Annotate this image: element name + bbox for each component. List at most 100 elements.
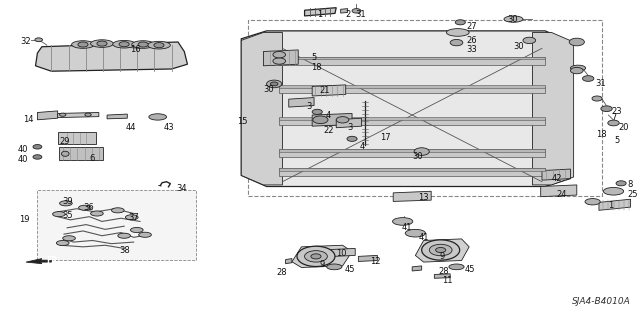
- Ellipse shape: [63, 236, 76, 241]
- Ellipse shape: [504, 16, 523, 22]
- Circle shape: [273, 51, 285, 58]
- Ellipse shape: [327, 264, 342, 270]
- Polygon shape: [599, 199, 630, 210]
- Text: 9: 9: [440, 252, 445, 261]
- Circle shape: [601, 106, 612, 112]
- Polygon shape: [241, 31, 570, 187]
- Text: 42: 42: [552, 174, 562, 183]
- Circle shape: [347, 136, 357, 141]
- Text: 2: 2: [346, 11, 351, 19]
- Ellipse shape: [60, 201, 72, 206]
- Text: 5: 5: [615, 136, 620, 145]
- Bar: [59, 147, 103, 160]
- Circle shape: [592, 96, 602, 101]
- Ellipse shape: [61, 151, 69, 156]
- Polygon shape: [35, 42, 188, 71]
- Bar: [279, 57, 545, 65]
- Text: 30: 30: [264, 85, 274, 94]
- Polygon shape: [26, 259, 51, 264]
- Text: 31: 31: [355, 11, 366, 19]
- Text: 40: 40: [17, 155, 28, 164]
- Circle shape: [60, 113, 66, 116]
- Polygon shape: [415, 239, 469, 262]
- Polygon shape: [532, 33, 573, 185]
- Bar: [279, 168, 545, 176]
- Circle shape: [138, 42, 148, 47]
- Text: 29: 29: [60, 137, 70, 145]
- Text: 24: 24: [557, 190, 567, 199]
- Polygon shape: [319, 249, 355, 257]
- Text: 1: 1: [317, 11, 323, 19]
- Bar: [279, 86, 545, 93]
- Circle shape: [429, 244, 452, 256]
- Circle shape: [582, 76, 594, 81]
- Circle shape: [352, 9, 361, 13]
- Circle shape: [78, 42, 88, 47]
- Ellipse shape: [149, 114, 166, 120]
- Polygon shape: [435, 274, 450, 278]
- Text: 30: 30: [507, 15, 518, 24]
- Circle shape: [313, 116, 328, 123]
- Text: 14: 14: [23, 115, 34, 124]
- Text: 7: 7: [612, 113, 617, 122]
- Ellipse shape: [446, 29, 469, 36]
- Text: 27: 27: [466, 22, 477, 31]
- Bar: [279, 117, 545, 120]
- Ellipse shape: [422, 240, 460, 260]
- Bar: [279, 118, 545, 125]
- Ellipse shape: [604, 188, 623, 195]
- Polygon shape: [412, 266, 422, 271]
- Text: 21: 21: [319, 86, 330, 95]
- Polygon shape: [37, 111, 58, 120]
- Text: 8: 8: [627, 181, 633, 189]
- Polygon shape: [393, 191, 431, 201]
- Text: FR.: FR.: [46, 256, 60, 265]
- Circle shape: [569, 38, 584, 46]
- Circle shape: [336, 117, 349, 123]
- Text: 5: 5: [311, 53, 316, 62]
- Circle shape: [305, 251, 327, 262]
- Text: 9: 9: [319, 260, 324, 270]
- Circle shape: [97, 41, 107, 46]
- Ellipse shape: [118, 233, 131, 238]
- Text: 4: 4: [326, 111, 331, 120]
- Ellipse shape: [139, 232, 152, 237]
- Text: 25: 25: [627, 190, 638, 199]
- Ellipse shape: [132, 41, 154, 48]
- Ellipse shape: [111, 208, 124, 213]
- Text: 45: 45: [344, 264, 355, 274]
- Text: 41: 41: [419, 233, 429, 242]
- Text: 41: 41: [401, 223, 412, 232]
- Circle shape: [35, 38, 42, 42]
- Bar: [279, 85, 545, 88]
- Circle shape: [570, 67, 583, 74]
- Ellipse shape: [91, 211, 103, 216]
- Ellipse shape: [449, 264, 464, 270]
- Polygon shape: [336, 118, 362, 128]
- Polygon shape: [542, 169, 570, 180]
- Ellipse shape: [52, 211, 65, 217]
- Ellipse shape: [125, 215, 138, 220]
- Text: 23: 23: [612, 108, 622, 116]
- Text: 10: 10: [336, 249, 347, 258]
- Text: 26: 26: [466, 36, 477, 45]
- Circle shape: [616, 181, 626, 186]
- Text: 33: 33: [466, 45, 477, 55]
- Bar: [58, 132, 95, 144]
- Ellipse shape: [79, 205, 92, 210]
- Bar: [279, 57, 545, 59]
- Polygon shape: [312, 85, 346, 96]
- Text: 40: 40: [17, 145, 28, 154]
- Polygon shape: [358, 256, 378, 262]
- Circle shape: [312, 109, 323, 115]
- Text: 19: 19: [19, 215, 29, 224]
- Bar: [279, 149, 545, 157]
- Polygon shape: [241, 33, 282, 185]
- Ellipse shape: [56, 241, 69, 246]
- Text: 4: 4: [360, 142, 365, 151]
- Bar: [279, 168, 545, 171]
- Polygon shape: [107, 114, 127, 119]
- Polygon shape: [58, 113, 99, 118]
- Circle shape: [414, 148, 429, 155]
- Text: 45: 45: [465, 264, 476, 274]
